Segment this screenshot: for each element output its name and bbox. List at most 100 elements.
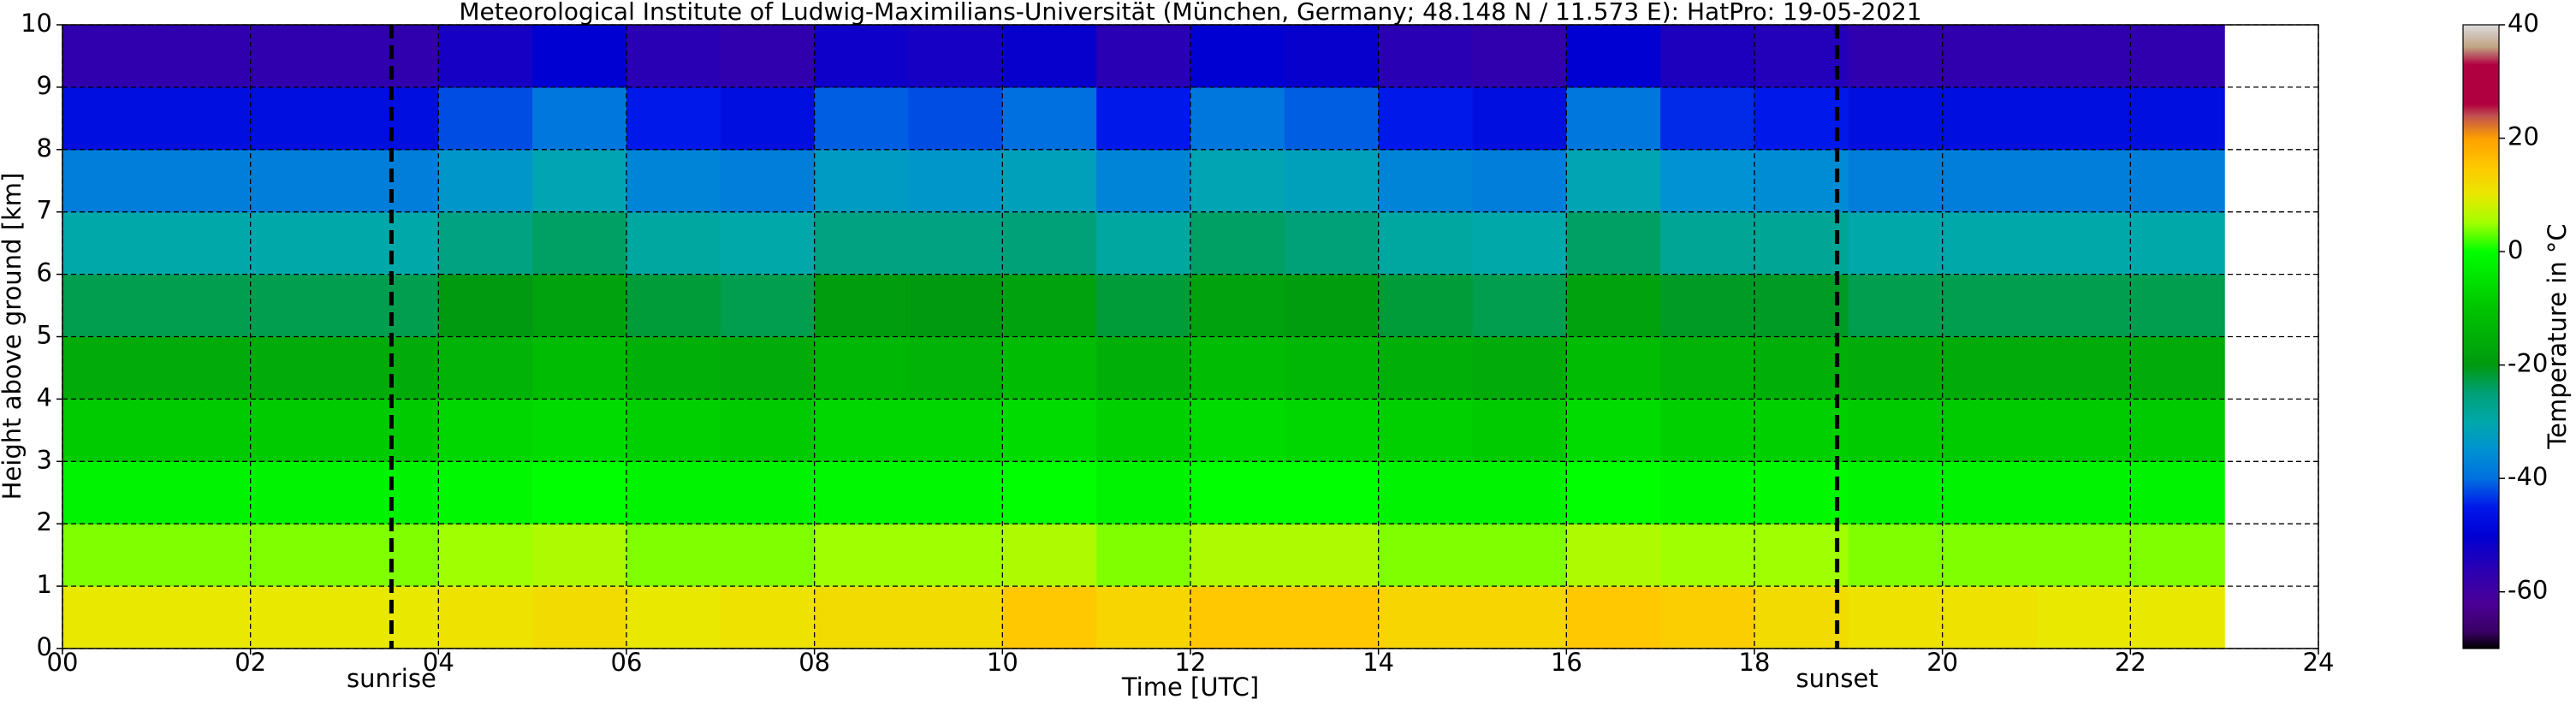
heatmap-cell — [1190, 586, 1285, 649]
y-tick-label: 7 — [37, 196, 52, 225]
heatmap-cell — [1848, 399, 1944, 462]
heatmap-cell — [720, 211, 816, 275]
colorbar-segment — [2463, 64, 2499, 105]
heatmap-cell — [1566, 586, 1661, 649]
heatmap-cell — [1284, 86, 1380, 151]
heatmap-cell — [156, 399, 252, 462]
heatmap-cell — [156, 586, 252, 649]
x-tick-label: 24 — [2303, 648, 2335, 677]
colorbar-segment — [2463, 478, 2499, 507]
heatmap-cell — [626, 336, 721, 400]
heatmap-cell — [1566, 524, 1661, 587]
heatmap-cell — [344, 336, 439, 400]
heatmap-cell — [2130, 149, 2225, 213]
colorbar-segment — [2463, 194, 2499, 224]
heatmap-cell — [532, 461, 627, 524]
heatmap-cell — [1942, 25, 2038, 88]
heatmap-cell — [1660, 524, 1755, 587]
colorbar-segment — [2463, 364, 2499, 394]
heatmap-cell — [626, 586, 721, 649]
x-tick-label: 14 — [1362, 648, 1394, 677]
heatmap-cell — [532, 149, 627, 213]
y-tick-label: 2 — [37, 507, 52, 536]
heatmap-cell — [532, 524, 627, 587]
heatmap-cell — [1190, 25, 1285, 88]
heatmap-cell — [2130, 336, 2225, 400]
colorbar-segment — [2463, 25, 2499, 49]
heatmap-cell — [908, 461, 1003, 524]
heatmap-cell — [814, 524, 910, 587]
heatmap-cell — [720, 586, 816, 649]
heatmap-cell — [2036, 86, 2131, 151]
heatmap-cell — [1284, 336, 1380, 400]
heatmap-cell — [1566, 399, 1661, 462]
heatmap-cell — [62, 586, 157, 649]
heatmap-cell — [344, 524, 439, 587]
heatmap-cell — [720, 25, 816, 88]
heatmap-cell — [1754, 149, 1849, 213]
heatmap-cell — [156, 461, 252, 524]
heatmap-cell — [2130, 274, 2225, 338]
x-tick-label: 22 — [2115, 648, 2146, 677]
heatmap-cell — [1096, 274, 1191, 338]
heatmap-cell — [1566, 25, 1661, 88]
heatmap-cell — [2130, 586, 2225, 649]
heatmap-cell — [438, 25, 533, 88]
heatmap-cell — [1848, 586, 1944, 649]
heatmap-cell — [1284, 524, 1380, 587]
heatmap-cell — [908, 149, 1003, 213]
heatmap-cell — [438, 461, 533, 524]
x-tick-label: 04 — [423, 648, 454, 677]
heatmap-cell — [1284, 25, 1380, 88]
heatmap-cell — [2130, 25, 2225, 88]
heatmap-cell — [1848, 336, 1944, 400]
heatmap-cell — [1754, 586, 1849, 649]
heatmap-cell — [532, 274, 627, 338]
heatmap-cell — [1472, 25, 1567, 88]
heatmap-cell — [814, 586, 910, 649]
colorbar-segment — [2463, 222, 2499, 252]
chart-title: Meteorological Institute of Ludwig-Maxim… — [459, 0, 1921, 26]
y-tick-label: 6 — [37, 258, 52, 287]
colorbar-tick-label: 0 — [2508, 235, 2523, 264]
heatmap-cell — [1002, 274, 1097, 338]
y-tick-label: 3 — [37, 445, 52, 474]
heatmap-cell — [438, 586, 533, 649]
colorbar-tick-label: 20 — [2508, 122, 2539, 151]
heatmap-cell — [250, 336, 346, 400]
heatmap-cell — [1190, 399, 1285, 462]
heatmap-cell — [720, 149, 816, 213]
heatmap-cell — [1378, 336, 1474, 400]
heatmap-cell — [250, 25, 346, 88]
event-label: sunset — [1796, 664, 1879, 693]
heatmap-cell — [1284, 149, 1380, 213]
heatmap-cell — [156, 86, 252, 151]
heatmap-cell — [1002, 586, 1097, 649]
heatmap-cell — [1848, 25, 1944, 88]
x-tick-label: 10 — [987, 648, 1018, 677]
heatmap-cell — [438, 399, 533, 462]
heatmap-cell — [1472, 336, 1567, 400]
heatmap-cell — [1190, 336, 1285, 400]
heatmap-cell — [1096, 399, 1191, 462]
heatmap-cell — [1284, 211, 1380, 275]
heatmap-cell — [1096, 149, 1191, 213]
heatmap-cell — [1754, 25, 1849, 88]
colorbar-tick-label: -20 — [2508, 349, 2548, 378]
heatmap-cell — [626, 211, 721, 275]
heatmap-cell — [1942, 461, 2038, 524]
heatmap-cell — [1096, 211, 1191, 275]
heatmap-cell — [1848, 149, 1944, 213]
y-tick-label: 9 — [37, 71, 52, 100]
heatmap-cell — [814, 149, 910, 213]
x-tick-label: 20 — [1926, 648, 1958, 677]
heatmap-cell — [1096, 25, 1191, 88]
colorbar-segment — [2463, 535, 2499, 570]
x-tick-label: 02 — [234, 648, 266, 677]
heatmap-cell — [1754, 336, 1849, 400]
heatmap-cell — [908, 86, 1003, 151]
heatmap-cell — [2130, 399, 2225, 462]
heatmap-cell — [814, 399, 910, 462]
heatmap-cell — [1754, 274, 1849, 338]
